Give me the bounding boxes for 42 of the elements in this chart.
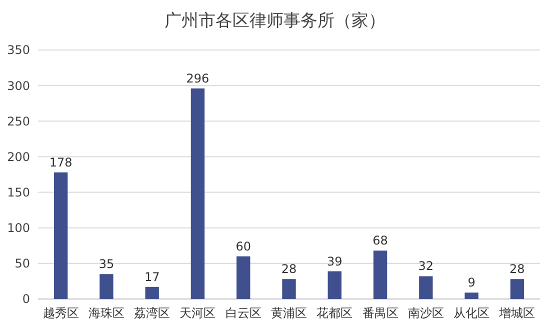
data-label: 178	[49, 155, 72, 170]
y-tick-label: 0	[22, 292, 30, 306]
y-tick-label: 150	[7, 185, 30, 200]
y-tick-label: 250	[7, 114, 30, 128]
data-label: 28	[281, 262, 297, 276]
data-label: 9	[468, 276, 476, 290]
data-label: 32	[418, 259, 434, 274]
y-tick-label: 100	[7, 221, 30, 236]
x-tick-label: 增城区	[498, 306, 536, 320]
data-label: 39	[326, 254, 342, 268]
bar	[145, 286, 159, 299]
x-tick-label: 花都区	[316, 306, 353, 320]
y-tick-label: 200	[7, 150, 30, 164]
y-tick-label: 350	[7, 43, 30, 58]
data-label: 68	[372, 234, 388, 248]
x-tick-label: 从化区	[454, 306, 490, 320]
bar	[190, 88, 205, 299]
data-label: 28	[510, 262, 525, 276]
bar	[510, 279, 524, 299]
bar	[100, 274, 114, 299]
x-tick-label: 番禺区	[362, 306, 398, 320]
data-label: 35	[98, 257, 114, 272]
data-label: 296	[186, 71, 210, 86]
bar	[464, 292, 478, 299]
data-label: 60	[236, 239, 252, 254]
bar	[419, 276, 433, 299]
bar	[328, 271, 342, 299]
y-tick-label: 50	[14, 256, 30, 271]
x-tick-label: 越秀区	[42, 306, 79, 320]
chart-title: 广州市各区律师事务所（家）	[164, 11, 386, 31]
bar	[282, 279, 296, 299]
y-tick-label: 300	[7, 78, 30, 93]
x-tick-label: 荔湾区	[134, 306, 170, 320]
x-tick-label: 天河区	[180, 306, 216, 320]
x-tick-label: 白云区	[225, 306, 262, 320]
x-tick-label: 南沙区	[408, 306, 444, 320]
x-tick-label: 黄浦区	[271, 306, 307, 320]
bar	[373, 250, 388, 299]
bar	[54, 172, 68, 299]
bar	[236, 256, 250, 299]
x-tick-label: 海珠区	[88, 306, 124, 320]
data-label: 17	[144, 270, 160, 284]
